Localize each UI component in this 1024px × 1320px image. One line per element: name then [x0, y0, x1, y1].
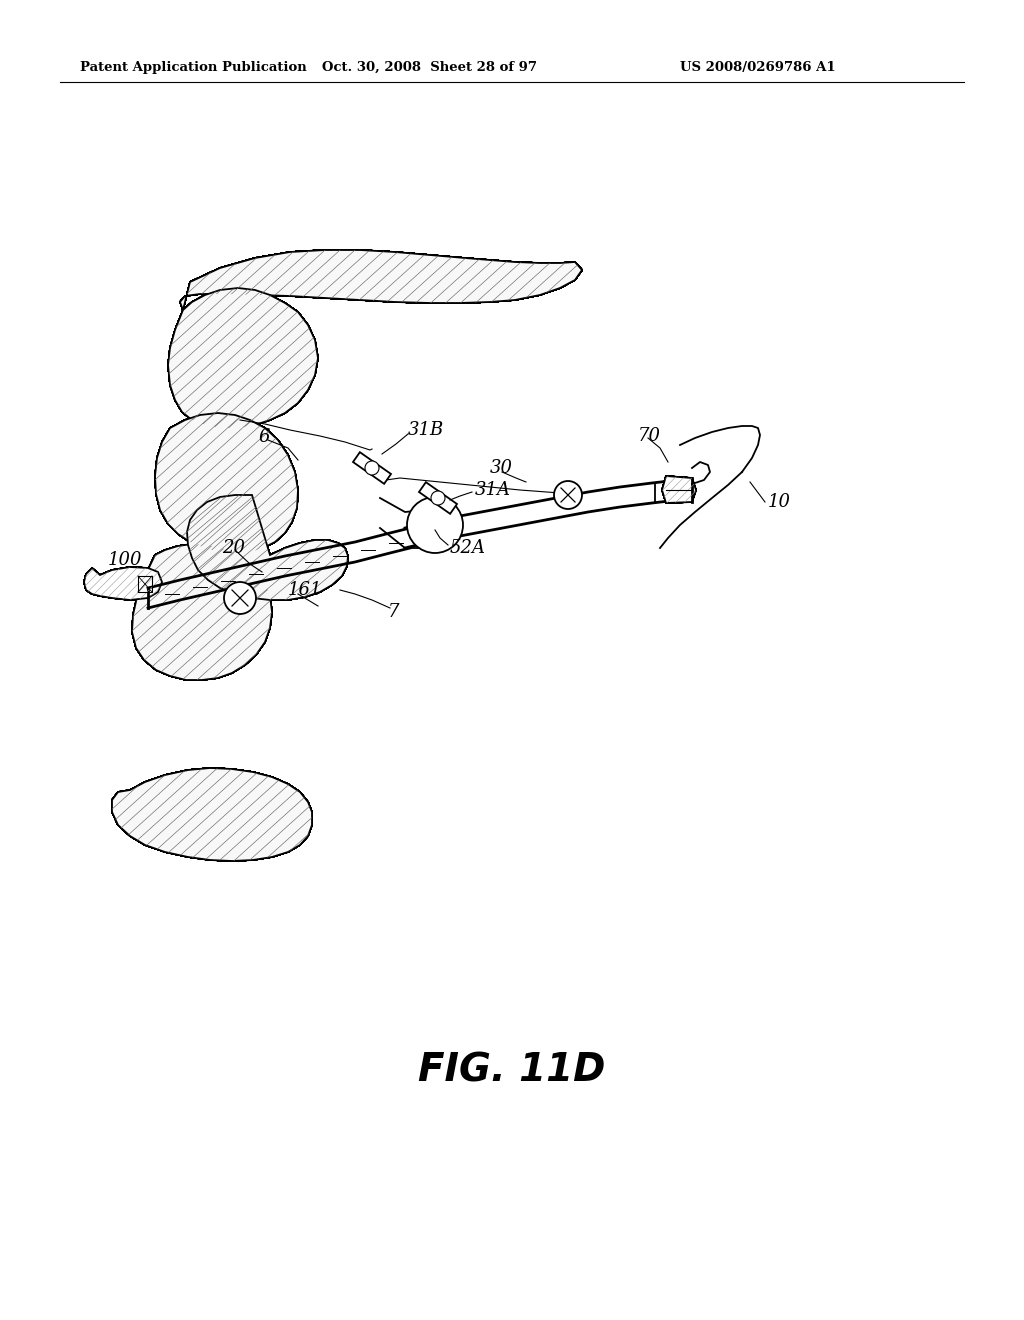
Text: FIG. 11D: FIG. 11D [419, 1051, 605, 1089]
PathPatch shape [662, 477, 696, 503]
Text: 30: 30 [490, 459, 513, 477]
Polygon shape [187, 495, 348, 601]
Circle shape [407, 498, 463, 553]
Text: 52A: 52A [450, 539, 486, 557]
Polygon shape [662, 477, 696, 503]
Circle shape [431, 491, 445, 506]
Polygon shape [112, 768, 312, 861]
Text: 31A: 31A [475, 480, 511, 499]
Text: 6: 6 [258, 428, 269, 446]
Circle shape [554, 480, 582, 510]
Text: US 2008/0269786 A1: US 2008/0269786 A1 [680, 61, 836, 74]
Text: 161: 161 [288, 581, 323, 599]
PathPatch shape [132, 544, 272, 680]
Text: 20: 20 [222, 539, 245, 557]
PathPatch shape [187, 495, 348, 601]
Circle shape [365, 461, 379, 475]
Text: 70: 70 [638, 426, 662, 445]
Text: Patent Application Publication: Patent Application Publication [80, 61, 307, 74]
Polygon shape [419, 482, 457, 513]
Polygon shape [168, 288, 318, 428]
Polygon shape [132, 544, 272, 680]
PathPatch shape [112, 768, 312, 861]
Circle shape [224, 582, 256, 614]
Text: 10: 10 [768, 492, 791, 511]
Polygon shape [180, 249, 582, 310]
PathPatch shape [155, 413, 298, 553]
Polygon shape [84, 568, 162, 601]
PathPatch shape [84, 568, 162, 601]
Text: 31B: 31B [408, 421, 444, 440]
Polygon shape [353, 453, 391, 484]
Text: 7: 7 [388, 603, 399, 620]
PathPatch shape [168, 288, 318, 428]
Polygon shape [155, 413, 298, 553]
Text: Oct. 30, 2008  Sheet 28 of 97: Oct. 30, 2008 Sheet 28 of 97 [323, 61, 538, 74]
Text: 100: 100 [108, 550, 142, 569]
PathPatch shape [180, 249, 582, 310]
